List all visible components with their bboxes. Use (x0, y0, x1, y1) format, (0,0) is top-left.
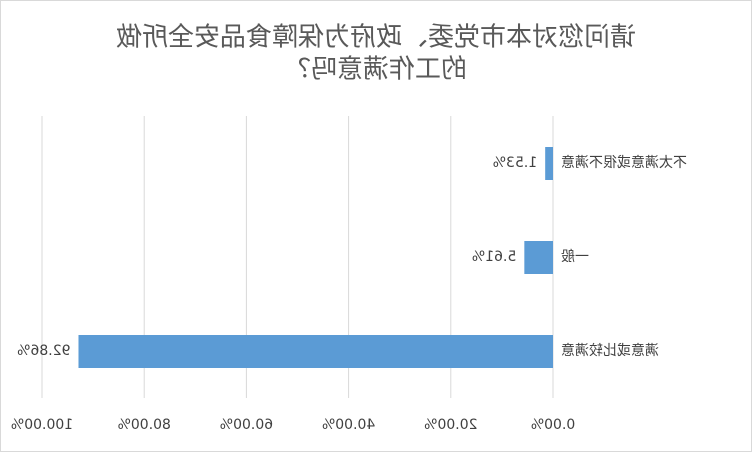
x-tick-label: 60.00% (220, 417, 273, 433)
y-tick-label: 不太满意或很不满意 (561, 154, 687, 171)
y-tick-label: 一般 (561, 249, 589, 265)
bar (78, 335, 553, 368)
chart-title: 请问您对本市党委、政府为保障食品安全所做 (116, 23, 636, 53)
chart-title: 的工作满意吗？ (285, 55, 467, 85)
x-tick-label: 0.00% (531, 417, 575, 433)
y-tick-label: 满意或比较满意 (561, 342, 659, 359)
x-tick-label: 40.00% (322, 417, 375, 433)
plot: 请问您对本市党委、政府为保障食品安全所做 的工作满意吗？ 0.00% 20.00%… (11, 23, 687, 434)
data-label: 1.53% (493, 155, 537, 171)
x-tick-label: 20.00% (424, 417, 477, 433)
bar (545, 147, 553, 180)
x-tick-label: 100.00% (11, 417, 73, 433)
bar (524, 241, 553, 274)
data-label: 92.86% (17, 343, 70, 359)
data-label: 5.61% (472, 249, 516, 265)
x-tick-label: 80.00% (118, 417, 171, 433)
